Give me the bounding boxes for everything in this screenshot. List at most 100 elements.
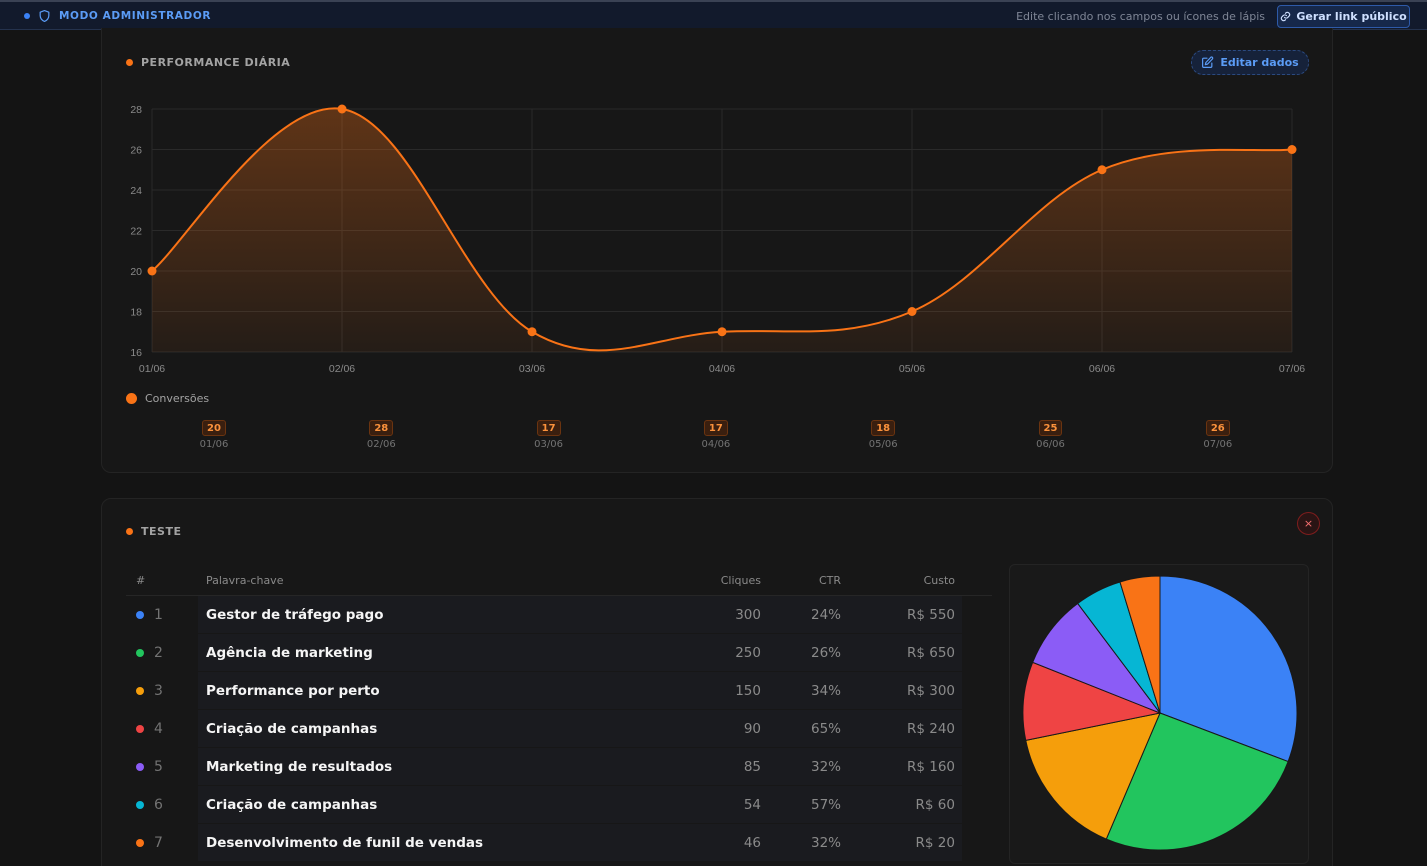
header-num: # xyxy=(136,573,146,587)
edit-data-button[interactable]: Editar dados xyxy=(1191,50,1309,75)
keywords-title: TESTE xyxy=(126,525,181,538)
data-point[interactable] xyxy=(1097,165,1107,175)
x-tick-label: 04/06 xyxy=(709,363,735,375)
daily-value-badge[interactable]: 25 xyxy=(1038,420,1063,436)
y-tick-label: 28 xyxy=(130,104,142,116)
ctr-cell[interactable]: 32% xyxy=(810,835,841,851)
daily-value-badge[interactable]: 17 xyxy=(536,420,561,436)
edit-hint: Edite clicando nos campos ou ícones de l… xyxy=(1016,10,1265,23)
daily-value-item[interactable]: 17 04/06 xyxy=(686,416,746,450)
daily-value-date: 03/06 xyxy=(534,439,563,450)
row-background xyxy=(198,824,962,861)
daily-value-item[interactable]: 17 03/06 xyxy=(519,416,579,450)
data-point[interactable] xyxy=(907,307,917,316)
pie-slice[interactable] xyxy=(1105,712,1289,851)
clicks-cell[interactable]: 300 xyxy=(735,607,761,623)
header-clicks: Cliques xyxy=(720,573,761,587)
keyword-cell[interactable]: Gestor de tráfego pago xyxy=(206,607,384,623)
admin-mode-label: MODO ADMINISTRADOR xyxy=(59,10,212,22)
generate-public-link-button[interactable]: Gerar link público xyxy=(1277,5,1410,28)
series-area xyxy=(152,108,1292,352)
table-row[interactable]: 7 Desenvolvimento de funil de vendas 46 32%… xyxy=(126,824,992,862)
edit-data-label: Editar dados xyxy=(1220,56,1299,69)
clicks-cell[interactable]: 150 xyxy=(735,683,761,699)
table-row[interactable]: 6 Criação de campanhas 54 57% R$ 60 xyxy=(126,786,992,824)
color-dot xyxy=(136,839,144,847)
header-ctr: CTR xyxy=(818,573,841,587)
pie-slice[interactable] xyxy=(1119,575,1161,714)
title-bullet xyxy=(126,59,133,66)
clicks-cell[interactable]: 46 xyxy=(743,835,761,851)
daily-performance-card: PERFORMANCE DIÁRIA Editar dados 16 18 20 22… xyxy=(101,28,1333,473)
data-point[interactable] xyxy=(527,327,537,337)
data-point[interactable] xyxy=(337,104,347,114)
daily-value-item[interactable]: 28 02/06 xyxy=(351,416,411,450)
daily-value-item[interactable]: 20 01/06 xyxy=(184,416,244,450)
ctr-cell[interactable]: 24% xyxy=(810,607,841,623)
keyword-cell[interactable]: Criação de campanhas xyxy=(206,797,378,813)
cost-cell[interactable]: R$ 60 xyxy=(915,797,955,813)
keywords-table: # Palavra-chave Cliques CTR Custo 1 Gesto… xyxy=(126,565,992,862)
data-point[interactable] xyxy=(717,327,727,337)
clicks-cell[interactable]: 54 xyxy=(743,797,761,813)
table-row[interactable]: 4 Criação de campanhas 90 65% R$ 240 xyxy=(126,710,992,748)
daily-value-badge[interactable]: 17 xyxy=(703,420,728,436)
keyword-cell[interactable]: Marketing de resultados xyxy=(206,759,393,775)
keyword-pie-panel xyxy=(1009,564,1309,864)
ctr-cell[interactable]: 32% xyxy=(810,759,841,775)
conversions-line-chart: 16 18 20 22 24 26 28 01/06 02/06 03/06 04/06 05/06 0… xyxy=(130,104,1305,375)
daily-value-date: 02/06 xyxy=(366,439,396,450)
keywords-title-text[interactable]: TESTE xyxy=(141,525,182,538)
cost-cell[interactable]: R$ 160 xyxy=(906,759,955,775)
y-tick-label: 22 xyxy=(130,226,142,238)
close-button[interactable]: × xyxy=(1297,512,1320,535)
row-number: 3 xyxy=(154,683,163,699)
daily-value-badge[interactable]: 28 xyxy=(369,420,394,436)
clicks-cell[interactable]: 250 xyxy=(735,645,761,661)
header-keyword: Palavra-chave xyxy=(206,573,284,587)
status-dot xyxy=(24,13,30,19)
cost-cell[interactable]: R$ 650 xyxy=(906,645,955,661)
cost-cell[interactable]: R$ 300 xyxy=(906,683,955,699)
daily-value-badge[interactable]: 26 xyxy=(1205,420,1230,436)
row-number: 5 xyxy=(154,759,163,775)
clicks-cell[interactable]: 90 xyxy=(743,721,761,737)
keyword-cell[interactable]: Agência de marketing xyxy=(206,645,373,661)
daily-value-item[interactable]: 18 05/06 xyxy=(853,416,913,450)
table-row[interactable]: 5 Marketing de resultados 85 32% R$ 160 xyxy=(126,748,992,786)
daily-value-date: 07/06 xyxy=(1203,439,1233,450)
table-row[interactable]: 3 Performance por perto 150 34% R$ 300 xyxy=(126,672,992,710)
pie-slice[interactable] xyxy=(1022,661,1162,741)
ctr-cell[interactable]: 26% xyxy=(810,645,841,661)
y-tick-label: 26 xyxy=(130,145,142,157)
daily-value-item[interactable]: 25 06/06 xyxy=(1021,416,1081,450)
keyword-cell[interactable]: Criação de campanhas xyxy=(206,721,378,737)
table-row[interactable]: 1 Gestor de tráfego pago 300 24% R$ 550 xyxy=(126,596,992,634)
legend-swatch xyxy=(126,393,137,404)
keyword-cell[interactable]: Performance por perto xyxy=(206,683,380,699)
daily-value-item[interactable]: 26 07/06 xyxy=(1188,416,1248,450)
pie-slice[interactable] xyxy=(1025,712,1161,840)
table-row[interactable]: 2 Agência de marketing 250 26% R$ 650 xyxy=(126,634,992,672)
keyword-cell[interactable]: Desenvolvimento de funil de vendas xyxy=(206,835,484,851)
daily-value-date: 06/06 xyxy=(1036,439,1065,450)
daily-value-badge[interactable]: 20 xyxy=(202,420,226,436)
chart-legend[interactable]: Conversões xyxy=(126,392,209,405)
row-number-cell: 6 xyxy=(136,786,196,824)
cost-cell[interactable]: R$ 550 xyxy=(906,607,955,623)
pie-slice[interactable] xyxy=(1159,575,1298,763)
row-number: 2 xyxy=(154,645,163,661)
ctr-cell[interactable]: 65% xyxy=(810,721,841,737)
ctr-cell[interactable]: 34% xyxy=(810,683,841,699)
cost-cell[interactable]: R$ 240 xyxy=(906,721,955,737)
ctr-cell[interactable]: 57% xyxy=(810,797,841,813)
row-number-cell: 5 xyxy=(136,748,196,786)
data-point[interactable] xyxy=(1287,145,1297,154)
color-dot xyxy=(136,687,144,695)
clicks-cell[interactable]: 85 xyxy=(743,759,761,775)
daily-value-date: 01/06 xyxy=(199,439,229,450)
daily-value-badge[interactable]: 18 xyxy=(871,420,896,436)
data-point[interactable] xyxy=(147,266,157,276)
cost-cell[interactable]: R$ 20 xyxy=(915,835,955,851)
legend-label: Conversões xyxy=(145,392,210,405)
